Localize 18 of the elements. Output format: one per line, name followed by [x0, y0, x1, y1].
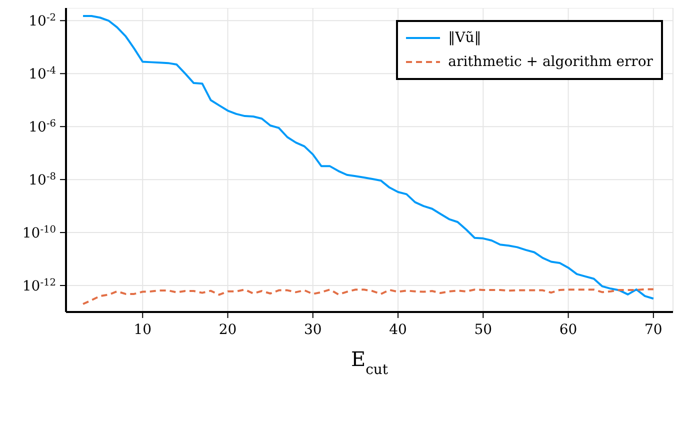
y-tick-label: 10$^{-12}$	[22, 277, 56, 295]
x-tick-label: 30	[304, 322, 322, 338]
x-tick-label: 20	[218, 322, 237, 338]
x-tick-label: 70	[644, 322, 662, 338]
legend-label: arithmetic + algorithm error	[448, 54, 653, 70]
x-axis-title: E$_{cut}$	[350, 347, 388, 378]
y-tick-label: 10$^{-4}$	[28, 65, 56, 83]
y-tick-label: 10$^{-8}$	[28, 171, 56, 189]
y-tick-label: 10$^{-2}$	[28, 12, 56, 30]
line-series	[82, 288, 654, 306]
x-tick-label: 50	[474, 322, 492, 338]
x-tick-label: 60	[559, 322, 578, 338]
y-tick-label: 10$^{-6}$	[28, 118, 56, 136]
line-series	[82, 14, 654, 300]
y-tick-label: 10$^{-10}$	[22, 224, 56, 242]
x-tick-label: 40	[389, 322, 407, 338]
legend-label: ‖Vũ‖	[448, 30, 482, 46]
x-tick-label: 10	[134, 322, 152, 338]
